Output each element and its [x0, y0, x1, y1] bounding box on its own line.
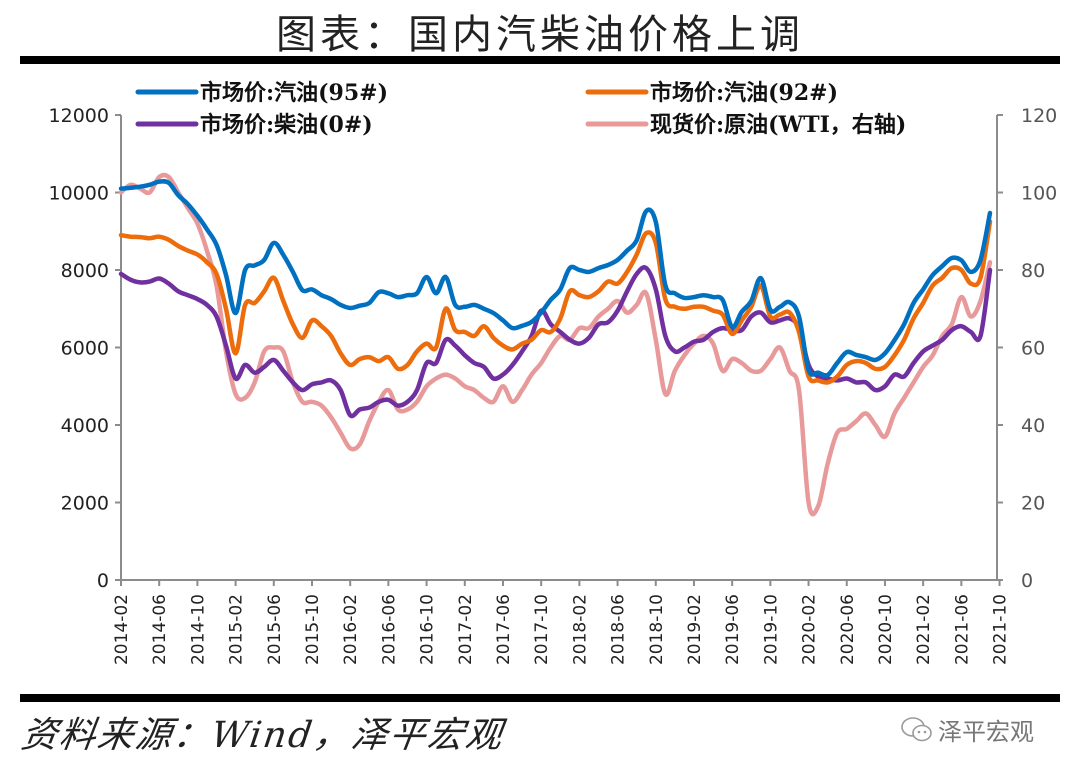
bottom-rule: [20, 694, 1060, 702]
x-tick-label: 2020-02: [800, 594, 820, 665]
series-line-wti: [118, 172, 993, 517]
y2-tick-label: 80: [1021, 260, 1045, 282]
y-tick-label: 8000: [61, 260, 109, 282]
top-rule: [20, 56, 1060, 64]
legend-label-diesel-0: 市场价:柴油(0#): [200, 112, 373, 138]
legend: 市场价:汽油(95#) 市场价:汽油(92#) 市场价:柴油(0#) 现货价:原…: [135, 80, 906, 138]
x-tick-label: 2016-06: [379, 594, 399, 665]
x-tick-label: 2021-02: [914, 594, 934, 665]
y-tick-label: 2000: [61, 493, 109, 515]
x-tick-label: 2014-10: [188, 594, 208, 665]
axes: 0 2000 4000 6000 8000 10000 12000 0 20 40 60 80 100 1…: [49, 105, 1058, 665]
wechat-icon: [901, 716, 932, 741]
x-tick-label: 2018-06: [609, 594, 629, 665]
x-tick-label: 2017-06: [494, 594, 514, 665]
x-tick-label: 2021-06: [952, 594, 972, 665]
y2-tick-label: 0: [1021, 570, 1033, 592]
chart-title: 图表：国内汽柴油价格上调: [276, 12, 804, 58]
series-line-gasoline-95: [118, 179, 993, 378]
x-tick-label: 2019-10: [761, 594, 781, 665]
x-tick-label: 2015-06: [265, 594, 285, 665]
x-tick-label: 2017-10: [532, 594, 552, 665]
x-tick-label: 2018-02: [570, 594, 590, 665]
x-tick-label: 2014-06: [150, 594, 170, 665]
y-tick-label: 6000: [61, 338, 109, 360]
legend-item-diesel-0: 市场价:柴油(0#): [135, 112, 373, 138]
series-lines: [118, 172, 993, 517]
legend-label-gasoline-95: 市场价:汽油(95#): [200, 80, 388, 106]
watermark: 泽平宏观: [900, 712, 1034, 747]
x-tick-label: 2015-02: [227, 594, 247, 665]
x-tick-label: 2014-02: [112, 594, 132, 665]
x-tick-label: 2019-06: [723, 594, 743, 665]
x-tick-label: 2018-10: [647, 594, 667, 665]
y2-tick-label: 100: [1021, 183, 1057, 205]
legend-item-gasoline-92: 市场价:汽油(92#): [585, 80, 838, 106]
line-chart: 市场价:汽油(95#) 市场价:汽油(92#) 市场价:柴油(0#) 现货价:原…: [49, 80, 1058, 665]
y2-tick-label: 40: [1021, 415, 1045, 437]
x-tick-label: 2016-10: [418, 594, 438, 665]
legend-label-wti: 现货价:原油(WTI，右轴): [650, 112, 906, 138]
source-note: 资料来源：Wind，泽平宏观: [18, 715, 507, 756]
legend-item-wti: 现货价:原油(WTI，右轴): [585, 112, 906, 138]
y-tick-label: 12000: [49, 105, 109, 127]
y-tick-label: 4000: [61, 415, 109, 437]
x-tick-label: 2017-02: [456, 594, 476, 665]
x-tick-label: 2021-10: [991, 594, 1011, 665]
x-tick-label: 2015-10: [303, 594, 323, 665]
y2-tick-label: 60: [1021, 338, 1045, 360]
series-line-gasoline-92: [118, 219, 993, 385]
x-tick-label: 2016-02: [341, 594, 361, 665]
watermark-text: 泽平宏观: [938, 718, 1034, 746]
legend-item-gasoline-95: 市场价:汽油(95#): [135, 80, 388, 106]
x-tick-label: 2019-02: [685, 594, 705, 665]
y2-tick-label: 20: [1021, 493, 1045, 515]
legend-label-gasoline-92: 市场价:汽油(92#): [650, 80, 838, 106]
x-tick-label: 2020-06: [838, 594, 858, 665]
x-tick-label: 2020-10: [876, 594, 896, 665]
y-tick-label: 10000: [49, 183, 109, 205]
y2-tick-label: 120: [1021, 105, 1057, 127]
y-tick-label: 0: [97, 570, 109, 592]
